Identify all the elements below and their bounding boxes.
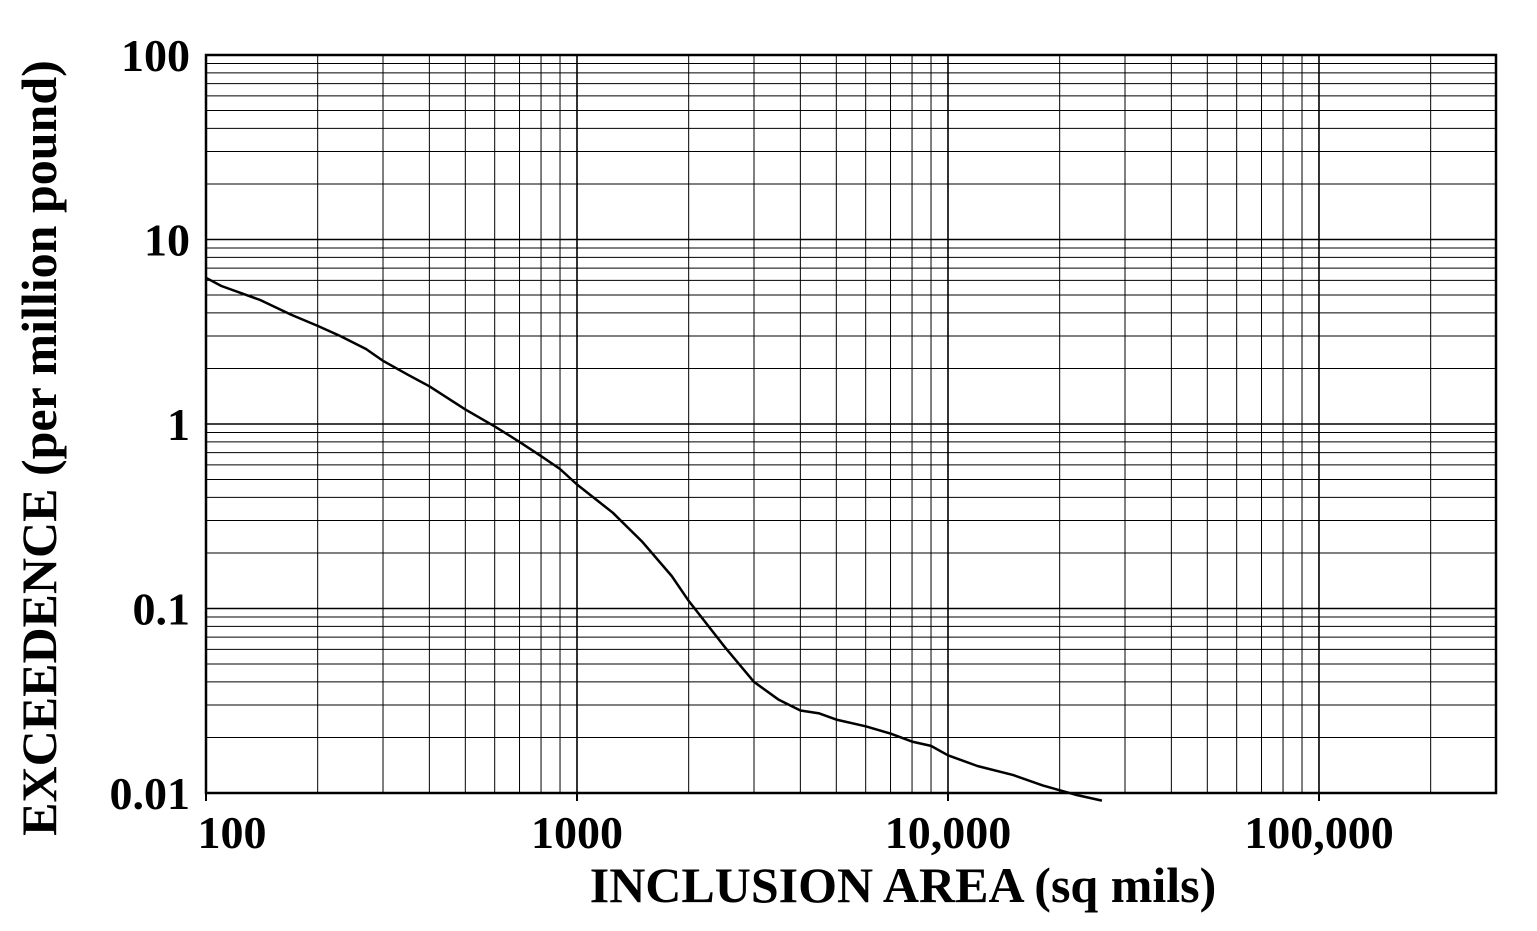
y-tick-label: 10 [144,215,190,266]
x-axis-title: INCLUSION AREA (sq mils) [590,857,1217,913]
x-tick-label: 10,000 [885,807,1012,858]
x-tick-label: 1000 [531,807,623,858]
x-tick-labels: 100 1000 10,000 100,000 [198,807,1394,858]
exceedence-curve [205,276,1103,802]
y-tick-label: 0.01 [110,768,191,819]
plot-border [204,53,1498,795]
y-tick-label: 1 [167,399,190,450]
y-tick-labels: 0.01 0.1 1 10 100 [110,30,191,819]
series-layer [205,276,1103,802]
y-axis-title: EXCEEDENCE (per million pound) [11,60,67,836]
plot-frame [204,53,1498,801]
y-tick-label: 100 [121,30,190,81]
x-tick-label: 100,000 [1244,807,1394,858]
x-tick-label: 100 [198,807,267,858]
y-tick-label: 0.1 [133,584,191,635]
grid-lines [205,54,1497,794]
